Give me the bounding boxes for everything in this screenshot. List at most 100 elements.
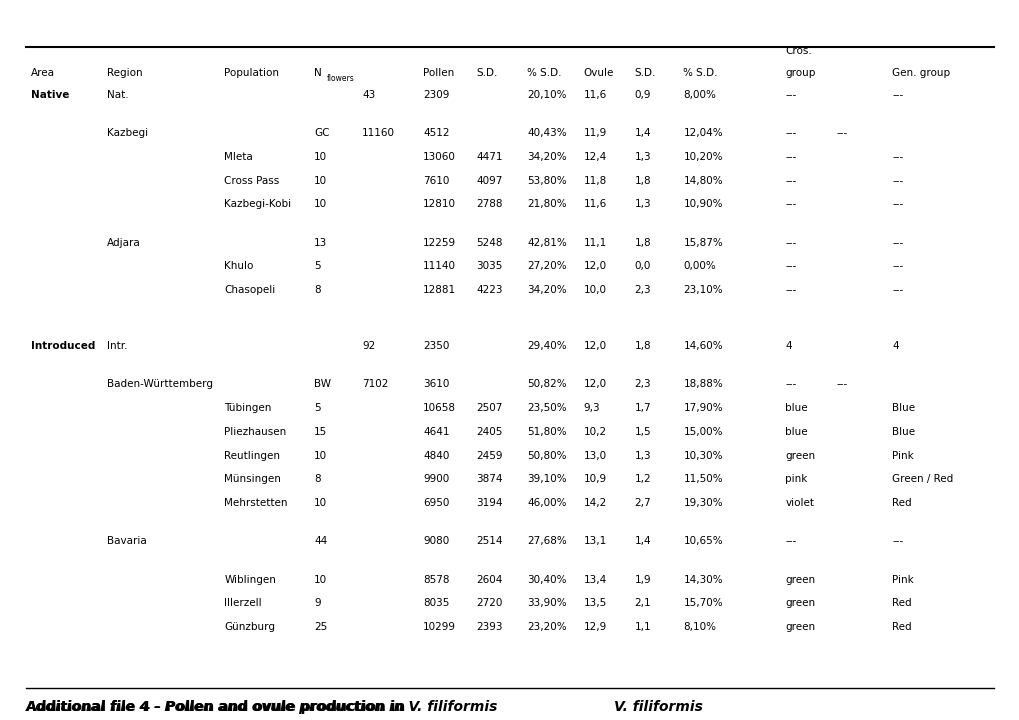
Text: 2459: 2459 [476,451,502,461]
Text: 27,20%: 27,20% [527,261,567,271]
Text: 4: 4 [785,341,791,351]
Text: 8: 8 [314,474,320,485]
Text: 8: 8 [314,285,320,295]
Text: 10,2: 10,2 [583,427,606,437]
Text: 10,90%: 10,90% [683,199,722,210]
Text: 40,43%: 40,43% [527,128,567,138]
Text: ---: --- [892,536,903,546]
Text: blue: blue [785,427,807,437]
Text: ---: --- [836,128,847,138]
Text: 12,0: 12,0 [583,341,606,351]
Text: ---: --- [892,90,903,100]
Text: group: group [785,68,815,78]
Text: 10: 10 [314,451,327,461]
Text: 21,80%: 21,80% [527,199,567,210]
Text: 2604: 2604 [476,575,502,585]
Text: Mehrstetten: Mehrstetten [224,498,287,508]
Text: Introduced: Introduced [31,341,95,351]
Text: 0,0: 0,0 [634,261,650,271]
Text: 6950: 6950 [423,498,449,508]
Text: Chasopeli: Chasopeli [224,285,275,295]
Text: 19,30%: 19,30% [683,498,722,508]
Text: GC: GC [314,128,329,138]
Text: 27,68%: 27,68% [527,536,567,546]
Text: 0,00%: 0,00% [683,261,715,271]
Text: 10299: 10299 [423,622,455,632]
Text: 14,30%: 14,30% [683,575,722,585]
Text: 42,81%: 42,81% [527,238,567,248]
Text: S.D.: S.D. [476,68,497,78]
Text: 11140: 11140 [423,261,455,271]
Text: 13,4: 13,4 [583,575,606,585]
Text: 14,2: 14,2 [583,498,606,508]
Text: BW: BW [314,379,331,390]
Text: 2788: 2788 [476,199,502,210]
Text: 50,80%: 50,80% [527,451,567,461]
Text: 13,5: 13,5 [583,598,606,608]
Text: 2514: 2514 [476,536,502,546]
Text: Cros.: Cros. [785,46,811,56]
Text: 1,4: 1,4 [634,536,650,546]
Text: 4097: 4097 [476,176,502,186]
Text: 92: 92 [362,341,375,351]
Text: Population: Population [224,68,279,78]
Text: 33,90%: 33,90% [527,598,567,608]
Text: ---: --- [836,379,847,390]
Text: 30,40%: 30,40% [527,575,567,585]
Text: 15,70%: 15,70% [683,598,722,608]
Text: 18,88%: 18,88% [683,379,722,390]
Text: 5: 5 [314,261,320,271]
Text: 50,82%: 50,82% [527,379,567,390]
Text: 3610: 3610 [423,379,449,390]
Text: blue: blue [785,403,807,413]
Text: 2507: 2507 [476,403,502,413]
Text: Illerzell: Illerzell [224,598,262,608]
Text: 2405: 2405 [476,427,502,437]
Text: 2309: 2309 [423,90,449,100]
Text: 8035: 8035 [423,598,449,608]
Text: Reutlingen: Reutlingen [224,451,280,461]
Text: 1,9: 1,9 [634,575,650,585]
Text: 51,80%: 51,80% [527,427,567,437]
Text: 11,6: 11,6 [583,199,606,210]
Text: Kazbegi: Kazbegi [107,128,148,138]
Text: 23,10%: 23,10% [683,285,722,295]
Text: ---: --- [785,379,796,390]
Text: 15: 15 [314,427,327,437]
Text: ---: --- [892,199,903,210]
Text: 12,0: 12,0 [583,379,606,390]
Text: 3874: 3874 [476,474,502,485]
Text: 4512: 4512 [423,128,449,138]
Text: Native: Native [31,90,69,100]
Text: 15,87%: 15,87% [683,238,722,248]
Text: 2,1: 2,1 [634,598,650,608]
Text: Additional file 4 - Pollen and ovule production in V. filiformis: Additional file 4 - Pollen and ovule pro… [25,700,497,714]
Text: % S.D.: % S.D. [527,68,561,78]
Text: Khulo: Khulo [224,261,254,271]
Text: 12881: 12881 [423,285,455,295]
Text: 43: 43 [362,90,375,100]
Text: Wiblingen: Wiblingen [224,575,276,585]
Text: 14,80%: 14,80% [683,176,722,186]
Text: 12,04%: 12,04% [683,128,722,138]
Text: ---: --- [892,238,903,248]
Text: 46,00%: 46,00% [527,498,567,508]
Text: 25: 25 [314,622,327,632]
Text: Münsingen: Münsingen [224,474,281,485]
Text: violet: violet [785,498,813,508]
Text: Red: Red [892,622,911,632]
Text: Kazbegi-Kobi: Kazbegi-Kobi [224,199,291,210]
Text: ---: --- [785,176,796,186]
Text: 12,9: 12,9 [583,622,606,632]
Text: 2,7: 2,7 [634,498,650,508]
Text: Adjara: Adjara [107,238,141,248]
Text: 9,3: 9,3 [583,403,599,413]
Text: 10: 10 [314,199,327,210]
Text: Pink: Pink [892,451,913,461]
Text: ---: --- [785,261,796,271]
Text: 5: 5 [314,403,320,413]
Text: 1,3: 1,3 [634,152,650,162]
Text: 11,1: 11,1 [583,238,606,248]
Text: 1,8: 1,8 [634,238,650,248]
Text: 2350: 2350 [423,341,449,351]
